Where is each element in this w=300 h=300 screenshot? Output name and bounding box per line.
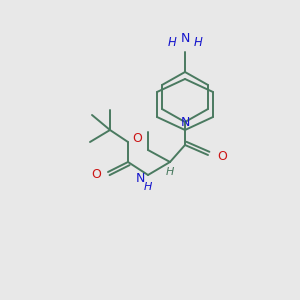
Text: H: H <box>144 182 152 192</box>
Text: N: N <box>180 116 190 128</box>
Text: O: O <box>217 151 227 164</box>
Text: H: H <box>194 35 202 49</box>
Text: H: H <box>166 167 174 177</box>
Text: H: H <box>168 35 176 49</box>
Text: N: N <box>180 32 190 44</box>
Text: O: O <box>91 167 101 181</box>
Text: O: O <box>132 131 142 145</box>
Text: N: N <box>136 172 145 184</box>
